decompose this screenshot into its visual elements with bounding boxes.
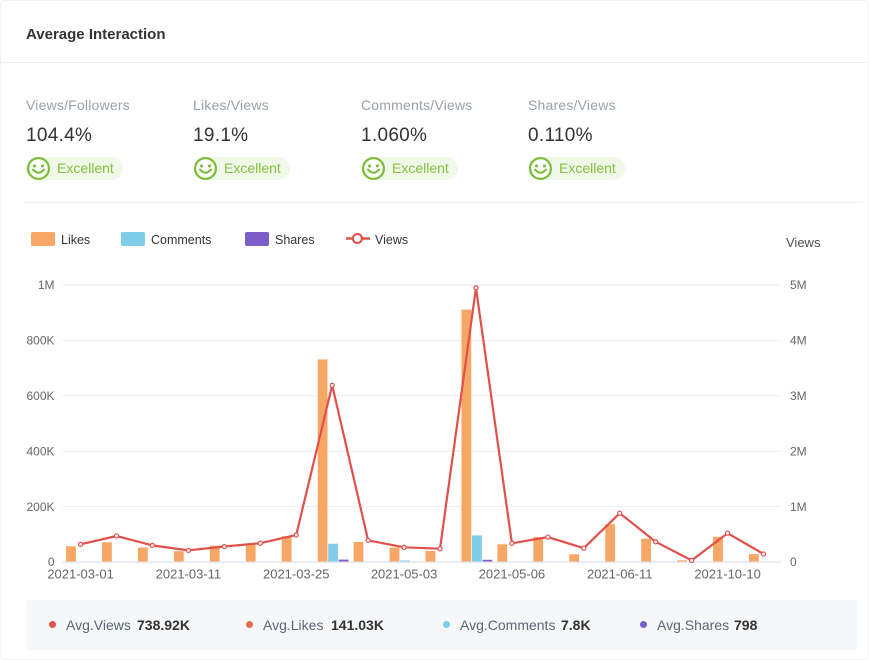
svg-text:4M: 4M [790,334,807,348]
svg-text:1M: 1M [790,500,807,514]
svg-text:2021-03-25: 2021-03-25 [263,567,330,582]
svg-text:1M: 1M [38,278,55,292]
svg-text:2021-03-11: 2021-03-11 [156,567,222,582]
svg-text:0: 0 [48,555,55,569]
svg-text:5M: 5M [790,278,807,292]
svg-text:2021-05-03: 2021-05-03 [371,567,438,582]
svg-text:200K: 200K [26,500,54,514]
svg-text:2021-03-01: 2021-03-01 [47,567,114,582]
svg-text:2021-05-06: 2021-05-06 [479,567,546,582]
svg-text:2021-10-10: 2021-10-10 [694,567,761,582]
svg-text:400K: 400K [26,444,54,458]
svg-text:0: 0 [790,555,797,569]
svg-text:800K: 800K [26,334,54,348]
svg-text:600K: 600K [26,389,54,403]
svg-text:3M: 3M [790,389,807,403]
svg-text:2M: 2M [790,444,807,458]
svg-text:2021-06-11: 2021-06-11 [587,567,653,582]
